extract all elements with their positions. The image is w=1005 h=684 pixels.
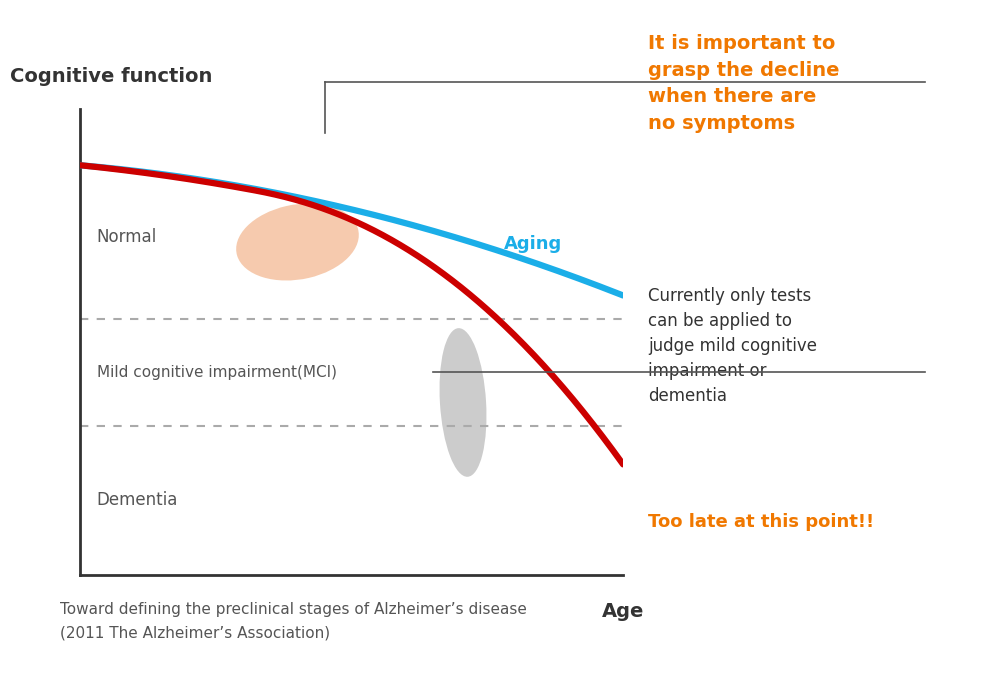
Text: Dementia: Dementia — [96, 491, 178, 509]
Text: Cognitive function: Cognitive function — [10, 67, 212, 86]
Text: Toward defining the preclinical stages of Alzheimer’s disease
(2011 The Alzheime: Toward defining the preclinical stages o… — [60, 602, 528, 640]
Text: Mild cognitive impairment(MCI): Mild cognitive impairment(MCI) — [96, 365, 337, 380]
Text: Normal: Normal — [96, 228, 157, 246]
Text: Too late at this point!!: Too late at this point!! — [648, 513, 874, 531]
Text: Currently only tests
can be applied to
judge mild cognitive
impairment or
dement: Currently only tests can be applied to j… — [648, 287, 817, 406]
Text: It is important to
grasp the decline
when there are
no symptoms: It is important to grasp the decline whe… — [648, 34, 840, 133]
Text: Age: Age — [602, 603, 644, 622]
Ellipse shape — [236, 203, 359, 280]
Ellipse shape — [439, 328, 486, 477]
Text: Aging: Aging — [504, 235, 562, 253]
